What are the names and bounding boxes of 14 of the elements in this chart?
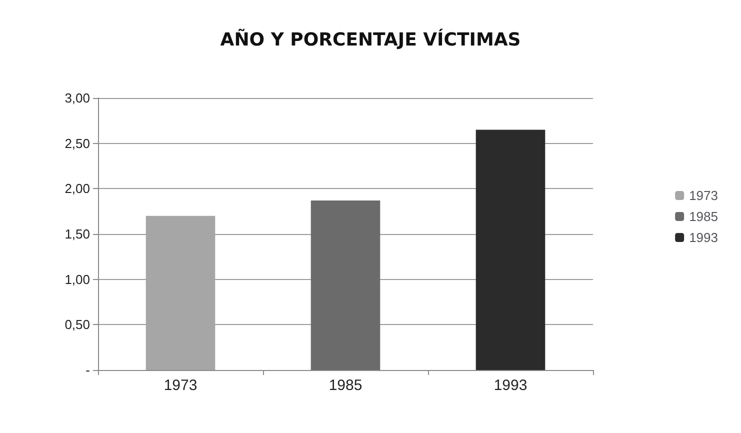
y-tick-label: -: [86, 362, 90, 378]
legend-label: 1985: [689, 209, 718, 224]
legend-label: 1993: [689, 230, 718, 245]
y-tick-label: 2,00: [64, 181, 90, 196]
y-tick-label: 0,50: [64, 317, 90, 332]
y-tick-label: 3,00: [64, 90, 90, 106]
legend-label: 1973: [689, 188, 718, 203]
x-tick-label: 1985: [328, 377, 362, 394]
chart-title: AÑO Y PORCENTAJE VÍCTIMAS: [220, 28, 521, 50]
y-tick-label: 1,00: [64, 272, 90, 287]
y-tick-label: 2,50: [64, 136, 90, 151]
x-tick-label: 1973: [164, 377, 198, 394]
x-tick-label: 1993: [494, 377, 528, 394]
y-tick-label: 1,50: [64, 226, 90, 242]
